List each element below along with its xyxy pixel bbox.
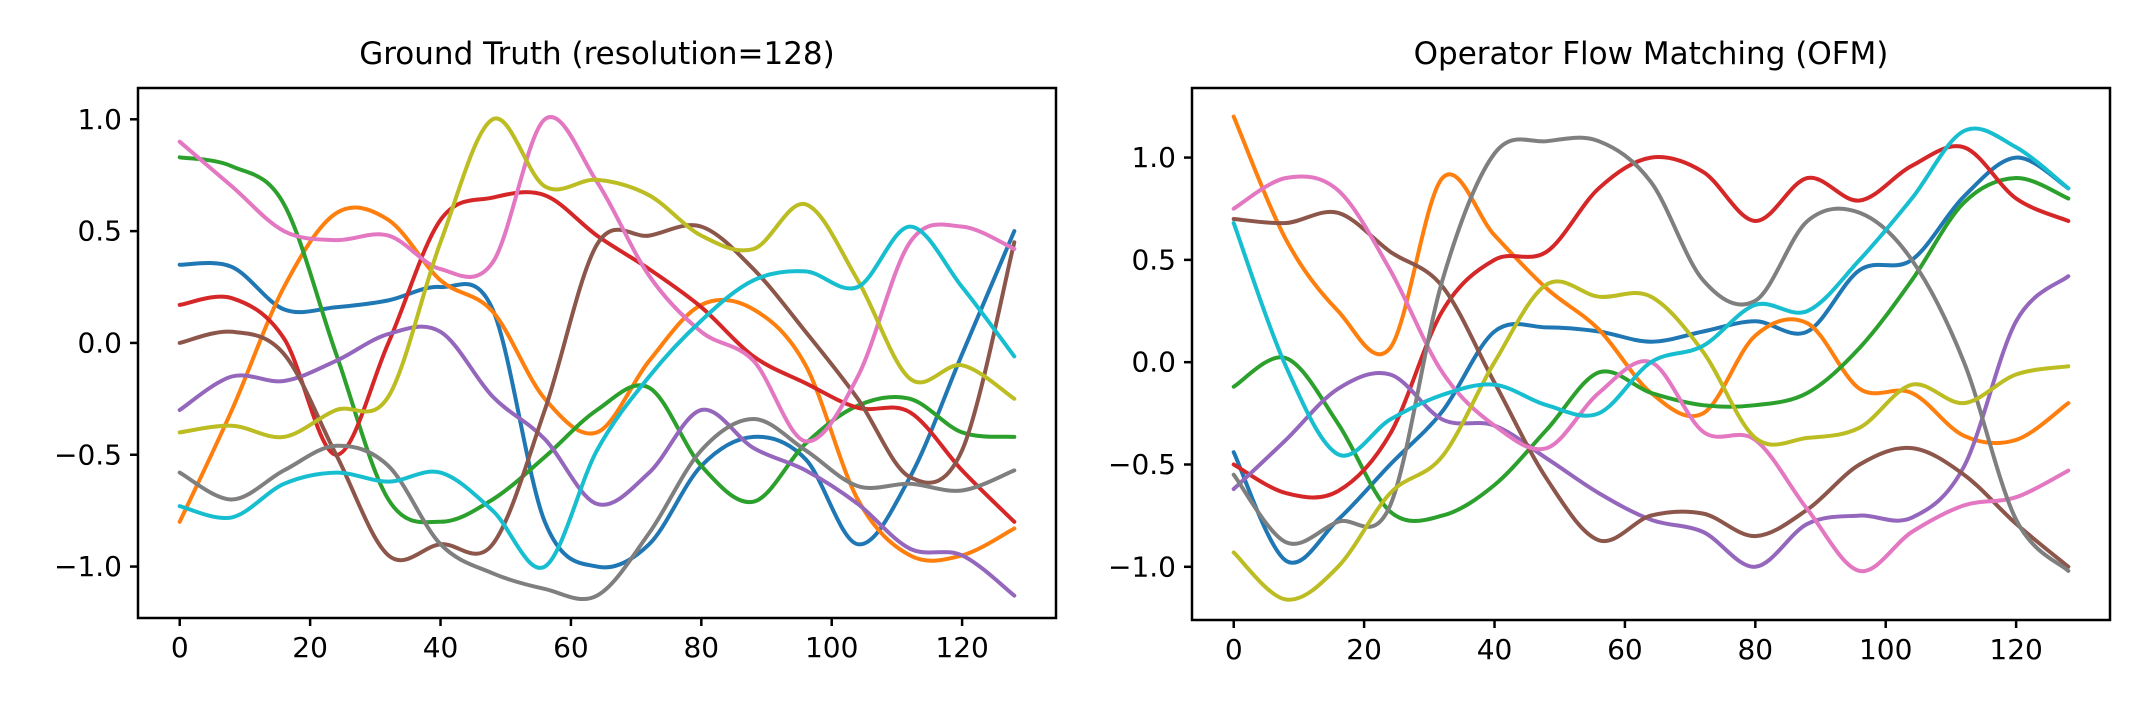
series-lines	[177, 115, 1017, 602]
x-tick-label: 40	[423, 631, 459, 664]
x-tick-label: 80	[1737, 633, 1773, 666]
ofm-plot: 0 20 40 60 80 100 120 −1.0 −0.5 0.0 0.5 1.0	[1108, 86, 2112, 666]
line-series-sample-7	[177, 115, 1017, 444]
x-tick-label: 60	[1607, 633, 1643, 666]
line-series-sample-3	[177, 155, 1017, 525]
line-series-sample-8	[1231, 135, 2071, 573]
plot-title-ground-truth: Ground Truth (resolution=128)	[359, 36, 835, 72]
x-tick-label: 0	[1225, 633, 1243, 666]
line-series-sample-3	[1231, 175, 2071, 524]
x-tick-label: 20	[1346, 633, 1382, 666]
x-tick-label: 120	[935, 631, 988, 664]
line-series-sample-5	[177, 324, 1017, 598]
y-tick-label: −1.0	[54, 550, 122, 583]
y-tick-label: 1.0	[1131, 141, 1176, 174]
y-tick-label: −0.5	[54, 438, 122, 471]
y-tick-label: 0.5	[1131, 243, 1176, 276]
y-tick-label: −0.5	[1108, 448, 1176, 481]
line-series-sample-4	[1231, 144, 2071, 500]
line-series-sample-6	[1231, 209, 2071, 569]
line-series-sample-5	[1231, 274, 2071, 569]
line-series-sample-1	[177, 229, 1017, 570]
x-tick-label: 100	[805, 631, 858, 664]
axes-frame	[136, 86, 1058, 620]
line-series-sample-10	[1231, 126, 2071, 458]
line-series-sample-2	[177, 205, 1017, 563]
y-tick-label: −1.0	[1108, 550, 1176, 583]
x-tick-label: 60	[553, 631, 589, 664]
axes-frame	[1190, 86, 2112, 622]
ground-truth-plot: 0 20 40 60 80 100 120 −1.0 −0.5 0.0 0.5 1.0	[54, 86, 1058, 664]
plot-title-ofm: Operator Flow Matching (OFM)	[1413, 36, 1889, 72]
line-series-sample-2	[1231, 114, 2071, 446]
line-series-sample-9	[1231, 279, 2071, 602]
x-tick-label: 100	[1859, 633, 1912, 666]
line-series-sample-6	[177, 223, 1017, 563]
y-tick-label: 0.0	[1131, 346, 1176, 379]
x-tick-label: 20	[292, 631, 328, 664]
y-tick-label: 1.0	[77, 103, 122, 136]
y-tick-label: 0.5	[77, 215, 122, 248]
x-tick-label: 120	[1989, 633, 2042, 666]
line-series-sample-7	[1231, 174, 2071, 573]
series-lines	[1231, 114, 2071, 602]
x-tick-label: 40	[1477, 633, 1513, 666]
y-tick-label: 0.0	[77, 326, 122, 359]
line-series-sample-10	[177, 224, 1017, 570]
line-series-sample-9	[177, 116, 1017, 440]
line-series-sample-8	[177, 417, 1017, 602]
x-tick-label: 0	[171, 631, 189, 664]
x-tick-label: 80	[683, 631, 719, 664]
line-series-sample-1	[1231, 155, 2071, 565]
